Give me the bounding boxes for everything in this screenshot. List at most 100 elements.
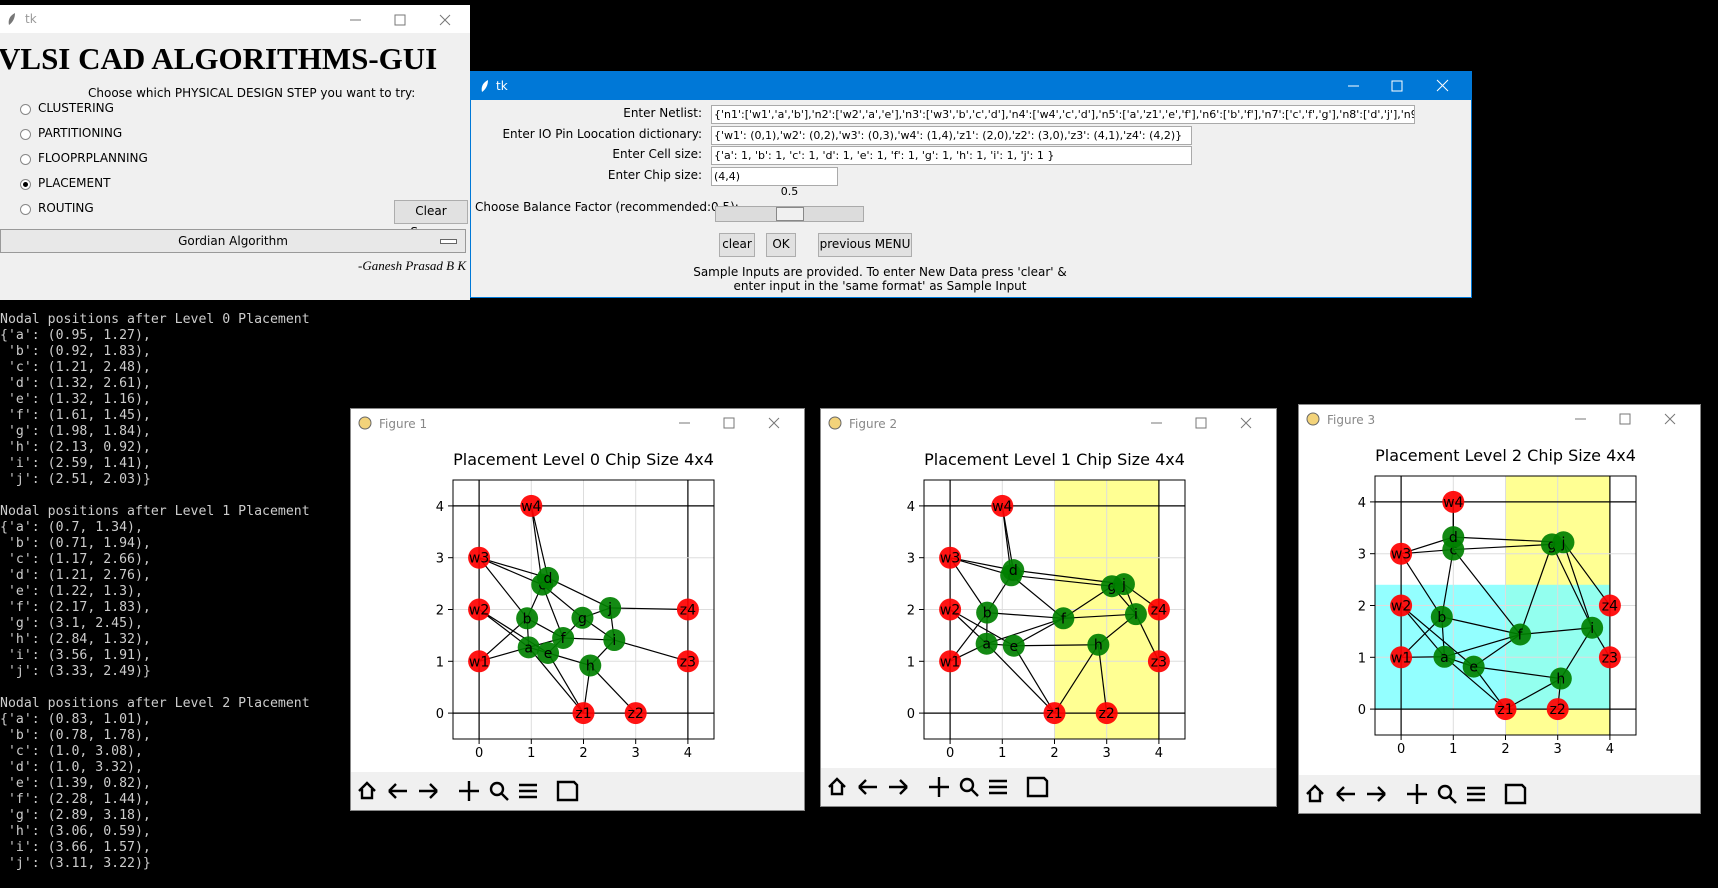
button[interactable]: OK xyxy=(766,233,796,257)
io-pin xyxy=(939,598,962,621)
io-pin xyxy=(1546,698,1569,721)
node-label: h xyxy=(586,658,595,674)
net-edge xyxy=(1441,616,1521,636)
slider-thumb[interactable] xyxy=(775,207,804,221)
console-line: 'b': (0.92, 1.83), xyxy=(0,344,151,359)
node-label: w1 xyxy=(469,654,489,670)
toolbar-button[interactable] xyxy=(1367,786,1386,802)
toolbar-button[interactable] xyxy=(1467,786,1485,802)
button[interactable]: clear xyxy=(719,233,755,257)
toolbar-button[interactable] xyxy=(1026,776,1049,798)
toolbar-button[interactable] xyxy=(1336,786,1355,802)
balance-slider[interactable]: 0.5 xyxy=(715,185,864,225)
net-edge xyxy=(614,639,689,662)
y-tick-label: 3 xyxy=(907,552,915,567)
node-label: i xyxy=(1134,607,1138,623)
node-label: z4 xyxy=(1602,599,1618,615)
prompt: Choose which PHYSICAL DESIGN STEP you wa… xyxy=(88,86,416,100)
text-field[interactable]: (4,4) xyxy=(711,166,838,186)
node-label: z2 xyxy=(1099,706,1115,722)
console-line: 'h': (3.06, 0.59), xyxy=(0,824,151,839)
toolbar-button[interactable] xyxy=(556,780,579,802)
toolbar-button[interactable] xyxy=(959,777,979,797)
window-controls[interactable] xyxy=(1151,417,1252,429)
toolbar-button[interactable] xyxy=(929,777,949,797)
toolbar-button[interactable] xyxy=(419,783,438,799)
radio-button[interactable] xyxy=(20,154,31,165)
radio-button[interactable] xyxy=(20,129,31,140)
cell xyxy=(1002,634,1025,657)
toolbar-button[interactable] xyxy=(1504,783,1527,805)
text-field[interactable]: {'w1': (0,1),'w2': (0,2),'w3': (0,3),'w4… xyxy=(711,125,1192,145)
toolbar-button[interactable] xyxy=(828,777,846,796)
io-pin xyxy=(676,650,699,673)
console-line: 'e': (1.22, 1.3), xyxy=(0,584,143,599)
io-pin xyxy=(939,546,962,569)
button[interactable]: previous MENU xyxy=(818,233,912,257)
axes-frame xyxy=(923,479,1186,740)
io-pin xyxy=(468,650,491,673)
window-controls[interactable] xyxy=(1575,413,1676,425)
x-tick-label: 0 xyxy=(946,746,954,761)
cell xyxy=(537,566,560,589)
net-edge xyxy=(547,577,611,609)
algorithm-dropdown[interactable]: Gordian Algorithm xyxy=(0,229,466,253)
field-label: Enter IO Pin Loocation dictionary: xyxy=(502,126,702,141)
io-pin xyxy=(939,650,962,673)
net-edge xyxy=(949,608,1015,647)
console-heading: Nodal positions after Level 2 Placement xyxy=(0,696,310,711)
net-edge xyxy=(478,557,528,619)
x-tick-label: 1 xyxy=(527,746,535,761)
net-edge xyxy=(610,607,688,611)
toolbar-button[interactable] xyxy=(459,781,479,801)
y-tick-label: 1 xyxy=(907,655,915,670)
toolbar-button[interactable] xyxy=(889,779,908,795)
figure-window: Figure 3 Placement Level 2 Chip Size 4x4 0… xyxy=(1298,404,1701,814)
window-controls[interactable] xyxy=(345,13,460,27)
radio-button[interactable] xyxy=(20,204,31,215)
net-edge xyxy=(1013,644,1099,647)
toolbar-button[interactable] xyxy=(519,783,537,799)
net-edge xyxy=(547,652,585,714)
toolbar-button[interactable] xyxy=(358,781,376,800)
node-label: w2 xyxy=(1391,599,1411,615)
io-pin xyxy=(1390,542,1413,565)
text-field[interactable]: {'n1':['w1','a','b'],'n2':['w2','a','e']… xyxy=(711,105,1415,124)
node-label: g xyxy=(1548,537,1557,553)
console-blank xyxy=(0,488,310,504)
x-tick-label: 2 xyxy=(579,746,587,761)
window-controls[interactable] xyxy=(679,417,780,429)
window-controls[interactable] xyxy=(1347,79,1467,93)
radio-button[interactable] xyxy=(20,104,31,115)
radio-label: ROUTING xyxy=(38,201,94,215)
io-pin xyxy=(1147,598,1170,621)
toolbar-button[interactable] xyxy=(1306,784,1324,803)
toolbar-button[interactable] xyxy=(388,783,407,799)
text-field[interactable]: {'a': 1, 'b': 1, 'c': 1, 'd': 1, 'e': 1,… xyxy=(711,146,1192,165)
clear-screen-button[interactable]: Clear Screen xyxy=(394,200,468,239)
toolbar-button[interactable] xyxy=(489,781,509,801)
cell xyxy=(1552,531,1575,554)
io-pin xyxy=(1390,646,1413,669)
io-pin xyxy=(624,702,647,725)
console-line: 'h': (2.84, 1.32), xyxy=(0,632,151,647)
radio-button[interactable] xyxy=(20,179,31,190)
node-label: w1 xyxy=(940,654,960,670)
console: Nodal positions after Level 0 Placement{… xyxy=(0,312,310,888)
toolbar-button[interactable] xyxy=(858,779,877,795)
cell xyxy=(1112,573,1135,596)
net-edge xyxy=(987,612,1064,619)
net-edge xyxy=(1013,645,1056,714)
node-label: w1 xyxy=(1391,650,1411,666)
console-line: 'c': (1.0, 3.08), xyxy=(0,744,143,759)
x-tick-label: 3 xyxy=(632,746,640,761)
x-tick-label: 3 xyxy=(1103,746,1111,761)
toolbar-button[interactable] xyxy=(1437,784,1457,804)
toolbar-button[interactable] xyxy=(1407,784,1427,804)
cell xyxy=(517,636,540,659)
net-edge xyxy=(986,643,1055,714)
node-label: w4 xyxy=(521,499,541,515)
toolbar-button[interactable] xyxy=(989,779,1007,795)
toolbar xyxy=(1299,775,1700,813)
net-edge xyxy=(1400,553,1443,618)
